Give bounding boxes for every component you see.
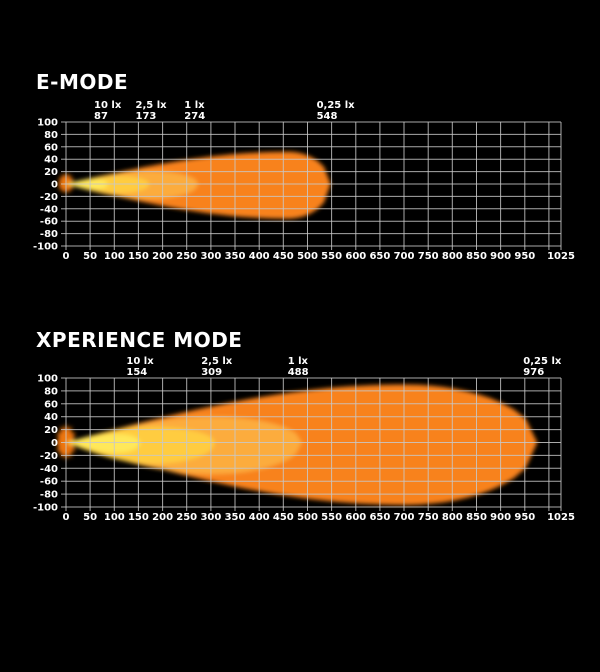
xperience-section: XPERIENCE MODE 0 50 100 150 200 250 300 350 400 4… (0, 330, 600, 536)
xperience-beam-chart: 0 50 100 150 200 250 300 350 400 450 500 550 600 650 7… (33, 356, 575, 523)
lux-label: 2,5 lx (201, 356, 233, 367)
y-tick-label: -80 (40, 229, 58, 240)
x-tick-label: 50 (83, 251, 97, 262)
lux-distance: 548 (317, 111, 338, 122)
x-tick-label: 600 (345, 251, 366, 262)
x-tick-label: 200 (152, 512, 173, 523)
x-tick-label: 650 (369, 251, 390, 262)
y-tick-label: -40 (40, 464, 58, 475)
x-tick-label: 550 (321, 512, 342, 523)
y-tick-label: 40 (44, 155, 58, 166)
y-tick-label: 0 (51, 438, 58, 449)
emode-section: E-MODE 0 50 100 150 200 250 300 350 400 450 500 550… (0, 72, 600, 264)
y-tick-label: 0 (51, 180, 58, 191)
x-tick-label: 50 (83, 512, 97, 523)
x-tick-label: 800 (442, 512, 463, 523)
y-tick-label: 60 (44, 142, 58, 153)
x-tick-label: 700 (394, 251, 415, 262)
lux-distance: 274 (184, 111, 205, 122)
y-tick-label: 60 (44, 399, 58, 410)
x-tick-label: 0 (63, 251, 70, 262)
x-tick-label: 1025 (547, 512, 575, 523)
chart-title-xperience: XPERIENCE MODE (36, 328, 243, 352)
x-tick-label: 100 (104, 512, 125, 523)
x-tick-label: 150 (128, 512, 149, 523)
x-tick-label: 400 (249, 251, 270, 262)
x-tick-label: 750 (418, 251, 439, 262)
x-tick-label: 700 (394, 512, 415, 523)
x-tick-label: 350 (225, 512, 246, 523)
y-tick-label: -80 (40, 490, 58, 501)
isolux-zone-10-lx (66, 434, 141, 453)
x-tick-label: 250 (176, 251, 197, 262)
x-tick-label: 300 (200, 512, 221, 523)
lux-label: 2,5 lx (136, 100, 168, 111)
x-tick-label: 900 (490, 251, 511, 262)
x-tick-label: 650 (369, 512, 390, 523)
x-tick-label: 0 (63, 512, 70, 523)
emode-beam-chart: 0 50 100 150 200 250 300 350 400 450 500 550 600 650 7… (33, 100, 575, 262)
x-tick-label: 500 (297, 512, 318, 523)
y-tick-label: -60 (40, 217, 58, 228)
x-tick-label: 550 (321, 251, 342, 262)
y-tick-label: 40 (44, 412, 58, 423)
beam-zones (55, 384, 538, 506)
lux-distance: 976 (523, 367, 544, 378)
x-tick-label: 750 (418, 512, 439, 523)
y-tick-label: 100 (37, 118, 58, 129)
x-tick-label: 850 (466, 251, 487, 262)
lux-label: 10 lx (126, 356, 154, 367)
isolux-diagram: E-MODE 0 50 100 150 200 250 300 350 400 450 500 550… (0, 72, 600, 536)
lux-distance: 488 (288, 367, 309, 378)
x-tick-label: 900 (490, 512, 511, 523)
x-axis-labels: 0 50 100 150 200 250 300 350 400 450 500 550 600 650 7… (63, 512, 575, 523)
lux-label: 0,25 lx (523, 356, 562, 367)
lux-label: 0,25 lx (317, 100, 356, 111)
y-tick-label: -100 (33, 503, 58, 514)
x-tick-label: 250 (176, 512, 197, 523)
chart-title-emode: E-MODE (36, 70, 129, 94)
y-tick-label: 80 (44, 130, 58, 141)
x-tick-label: 350 (225, 251, 246, 262)
lux-distance: 154 (126, 367, 147, 378)
x-tick-label: 450 (273, 512, 294, 523)
x-tick-label: 500 (297, 251, 318, 262)
y-tick-label: -20 (40, 192, 58, 203)
lux-distance: 87 (94, 111, 108, 122)
x-tick-label: 100 (104, 251, 125, 262)
x-tick-label: 600 (345, 512, 366, 523)
y-tick-label: -40 (40, 204, 58, 215)
grid (61, 377, 562, 511)
y-tick-label: 20 (44, 167, 58, 178)
y-tick-label: -60 (40, 477, 58, 488)
y-tick-label: 80 (44, 386, 58, 397)
lux-distance: 173 (136, 111, 157, 122)
x-tick-label: 800 (442, 251, 463, 262)
x-axis-labels: 0 50 100 150 200 250 300 350 400 450 500 550 600 650 7… (63, 251, 575, 262)
x-tick-label: 300 (200, 251, 221, 262)
isolux-zone-0-25-lx (66, 384, 538, 506)
lux-label: 1 lx (184, 100, 205, 111)
x-tick-label: 950 (514, 512, 535, 523)
lux-label: 10 lx (94, 100, 122, 111)
x-tick-label: 1025 (547, 251, 575, 262)
lux-label: 1 lx (288, 356, 309, 367)
isolux-zone-0-25-lx (66, 151, 331, 219)
y-tick-label: -20 (40, 451, 58, 462)
lux-distance: 309 (201, 367, 222, 378)
grid (61, 121, 562, 250)
y-tick-label: 20 (44, 425, 58, 436)
x-tick-label: 850 (466, 512, 487, 523)
y-tick-label: -100 (33, 242, 58, 253)
x-tick-label: 450 (273, 251, 294, 262)
y-tick-label: 100 (37, 374, 58, 385)
x-tick-label: 400 (249, 512, 270, 523)
x-tick-label: 200 (152, 251, 173, 262)
x-tick-label: 150 (128, 251, 149, 262)
x-tick-label: 950 (514, 251, 535, 262)
